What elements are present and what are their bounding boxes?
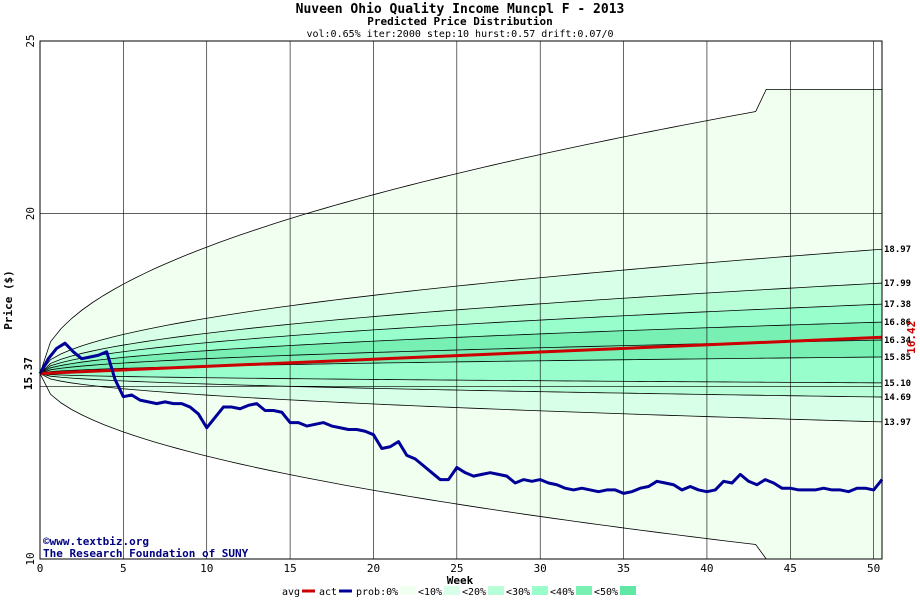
y-tick-label: 10 [24, 552, 37, 565]
probability-band [40, 322, 882, 374]
y-tick-labels: 10 20 25 [24, 34, 37, 565]
legend-label: <20% [462, 587, 486, 598]
x-tick-label: 10 [200, 562, 213, 575]
percentile-label: 15.85 [884, 353, 911, 363]
probability-band [40, 373, 882, 559]
x-tick-labels: 0 5 10 15 20 25 30 35 40 45 50 [37, 562, 881, 575]
percentile-line [39, 248, 883, 374]
x-tick-label: 0 [37, 562, 44, 575]
percentile-label: 16.86 [884, 318, 911, 328]
legend-swatch [620, 586, 636, 595]
x-tick-label: 40 [700, 562, 713, 575]
percentile-label: 17.99 [884, 279, 911, 289]
percentile-label: 14.69 [884, 393, 911, 403]
actual-price-line [38, 341, 884, 495]
percentile-line [39, 373, 882, 560]
probability-band [40, 356, 882, 383]
probability-band [40, 304, 882, 374]
percentile-lines [39, 88, 883, 560]
credit-foundation: The Research Foundation of SUNY [43, 547, 249, 560]
percentile-label: 13.97 [884, 418, 911, 428]
y-tick-label: 25 [24, 34, 37, 47]
x-axis-label: Week [447, 574, 474, 587]
legend-label: <30% [506, 587, 530, 598]
chart-params: vol:0.65% iter:2000 step:10 hurst:0.57 d… [306, 29, 613, 40]
x-tick-label: 45 [784, 562, 797, 575]
probability-band [40, 283, 882, 374]
percentile-labels: 13.97 14.69 15.10 15.85 16.34 16.86 17.38 17.99… [884, 245, 912, 428]
series-lines [38, 335, 884, 495]
legend-swatch [532, 586, 548, 595]
probability-bands [40, 89, 882, 559]
percentile-line [39, 303, 883, 374]
legend-swatch [488, 586, 504, 595]
avg-line [39, 335, 883, 376]
percentile-line [39, 373, 883, 398]
percentile-label: 15.10 [884, 379, 911, 389]
x-tick-label: 50 [867, 562, 880, 575]
chart-subtitle: Predicted Price Distribution [367, 15, 552, 28]
y-axis-label: Price ($) [2, 270, 15, 330]
legend-label: act [319, 587, 337, 598]
credit-website: ©www.textbiz.org [43, 535, 149, 548]
percentile-label: 16.34 [884, 336, 912, 346]
percentile-line [39, 321, 883, 374]
x-tick-label: 30 [534, 562, 547, 575]
x-tick-label: 20 [367, 562, 380, 575]
percentile-line [39, 373, 883, 384]
legend-label: <50% [594, 587, 618, 598]
percentile-label: 17.38 [884, 300, 911, 310]
plot-frame [39, 40, 883, 560]
legend-swatch [576, 586, 592, 595]
start-price-label: 15.37 [22, 357, 35, 390]
percentile-line [39, 88, 882, 374]
probability-band [40, 89, 882, 374]
legend-swatch [444, 586, 460, 595]
legend-label: <40% [550, 587, 574, 598]
x-tick-label: 35 [617, 562, 630, 575]
x-tick-label: 15 [283, 562, 296, 575]
x-tick-label: 5 [120, 562, 127, 575]
legend-swatch [400, 586, 416, 595]
percentile-line [39, 373, 883, 423]
percentile-line [39, 282, 883, 374]
legend-label: avg [282, 587, 300, 598]
legend-label: <10% [418, 587, 442, 598]
end-price-label: 16.42 [905, 321, 918, 354]
y-tick-label: 20 [24, 207, 37, 220]
x-tick-label: 25 [450, 562, 463, 575]
legend-label: prob:0% [356, 587, 398, 598]
probability-band [40, 373, 882, 398]
probability-band [40, 249, 882, 374]
chart-title: Nuveen Ohio Quality Income Muncpl F - 20… [296, 2, 625, 17]
percentile-label: 18.97 [884, 245, 911, 255]
legend: avg act prob:0% <10% <20% <30% <40% <50% [282, 586, 636, 598]
